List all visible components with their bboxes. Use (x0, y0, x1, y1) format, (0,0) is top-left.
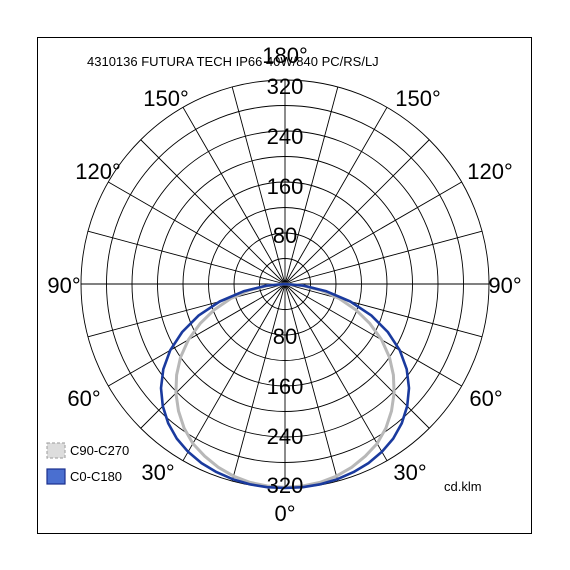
grid-spoke-15 (284, 283, 339, 482)
radial-tick-label-320-bottom: 320 (267, 473, 304, 498)
angle-label-150-left: 150° (143, 86, 189, 111)
grid-spoke-330 (182, 283, 286, 461)
angle-label-0: 0° (274, 501, 295, 526)
legend-label-c0-c180: C0-C180 (70, 469, 122, 484)
polar-grid (80, 79, 490, 489)
grid-spoke-135 (284, 139, 430, 285)
radial-tick-label-80-bottom: 80 (273, 324, 297, 349)
grid-spoke-165 (284, 86, 339, 285)
radial-tick-label-160-bottom: 160 (267, 374, 304, 399)
grid-spoke-45 (284, 283, 430, 429)
angle-label-60-left: 60° (67, 386, 100, 411)
angle-label-150-right: 150° (395, 86, 441, 111)
grid-spoke-195 (231, 86, 286, 285)
grid-spoke-210 (182, 107, 286, 285)
unit-label: cd.klm (444, 479, 482, 494)
grid-spoke-345 (231, 283, 286, 482)
grid-spoke-240 (108, 181, 286, 285)
angle-label-30-left: 30° (141, 460, 174, 485)
grid-spoke-255 (87, 230, 286, 285)
grid-spoke-300 (108, 283, 286, 387)
radial-tick-label-320-top: 320 (267, 74, 304, 99)
angle-label-90-right: 90° (488, 273, 521, 298)
grid-spoke-30 (284, 283, 388, 461)
grid-spoke-60 (284, 283, 462, 387)
radial-tick-label-240-top: 240 (267, 124, 304, 149)
angle-label-120-right: 120° (467, 159, 513, 184)
grid-spoke-150 (284, 107, 388, 285)
legend-label-c90-c270: C90-C270 (70, 443, 129, 458)
grid-spoke-75 (284, 283, 483, 338)
angle-label-120-left: 120° (75, 159, 121, 184)
angle-label-30-right: 30° (393, 460, 426, 485)
radial-tick-label-160-top: 160 (267, 174, 304, 199)
chart-title: 4310136 FUTURA TECH IP66 40W/840 PC/RS/L… (87, 54, 379, 69)
angle-labels: 180° 0° 150° 150° 120° 120° 90° 90° 60° … (47, 43, 521, 526)
legend: C90-C270 C0-C180 (46, 442, 129, 485)
grid-spoke-315 (140, 283, 286, 429)
grid-spoke-120 (284, 181, 462, 285)
radial-tick-label-240-bottom: 240 (267, 424, 304, 449)
grid-spoke-225 (140, 139, 286, 285)
radial-tick-label-80-top: 80 (273, 223, 297, 248)
legend-swatch-c90-c270 (46, 442, 66, 459)
angle-label-90-left: 90° (47, 273, 80, 298)
intensity-curves (159, 282, 411, 490)
grid-spoke-285 (87, 283, 286, 338)
legend-swatch-c0-c180 (46, 468, 66, 485)
angle-label-180: 180° (262, 43, 308, 68)
series-curve-c0-c180 (159, 282, 411, 490)
grid-spoke-105 (284, 230, 483, 285)
radial-tick-labels: 80 160 240 320 80 160 240 320 (267, 74, 304, 498)
angle-label-60-right: 60° (469, 386, 502, 411)
